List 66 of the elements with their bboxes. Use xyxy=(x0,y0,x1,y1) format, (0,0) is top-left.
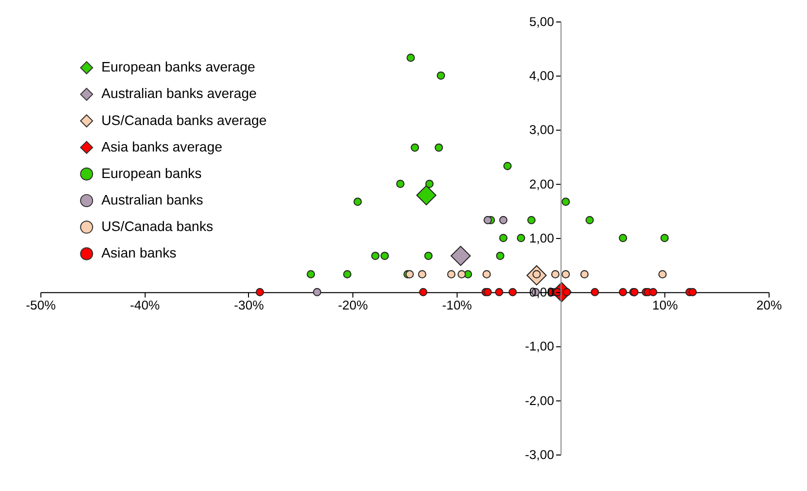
point xyxy=(527,216,536,224)
point xyxy=(354,198,362,206)
x-tick-label: 10% xyxy=(652,297,678,312)
point xyxy=(688,288,697,296)
point xyxy=(484,216,492,224)
point xyxy=(660,234,669,242)
point xyxy=(410,143,420,152)
point xyxy=(424,252,433,260)
legend-label: European banks average xyxy=(101,60,256,75)
point xyxy=(586,216,594,224)
x-tick-label: -30% xyxy=(234,297,264,312)
legend-label: Asian banks xyxy=(101,246,176,261)
y-tick-label: 3,00 xyxy=(529,122,554,138)
point xyxy=(418,270,426,278)
point xyxy=(406,54,415,62)
y-tick-label: -2,00 xyxy=(525,392,554,408)
point xyxy=(516,234,526,242)
point xyxy=(306,270,315,278)
point xyxy=(482,270,491,278)
y-tick-label: 4,00 xyxy=(529,68,554,84)
legend-label: Australian banks xyxy=(101,192,204,208)
legend-label: Australian banks average xyxy=(101,86,258,102)
point xyxy=(406,270,414,278)
y-tick-label: 2,00 xyxy=(529,176,554,192)
point xyxy=(447,270,456,278)
y-tick-label: -1,00 xyxy=(525,338,554,354)
y-tick-label: 5,00 xyxy=(529,14,554,29)
point xyxy=(450,246,471,266)
point xyxy=(648,288,658,296)
point xyxy=(562,270,570,278)
point xyxy=(396,180,404,188)
point xyxy=(590,288,600,296)
point xyxy=(503,162,512,170)
point xyxy=(256,288,264,296)
legend-label: European banks xyxy=(101,166,202,181)
x-tick-label: -50% xyxy=(26,297,56,312)
point xyxy=(312,288,322,296)
point xyxy=(371,252,380,260)
point xyxy=(499,216,508,224)
point xyxy=(496,252,504,260)
point xyxy=(343,270,352,278)
point xyxy=(658,270,667,278)
point xyxy=(562,198,570,206)
point xyxy=(419,288,428,296)
legend-label: US/Canada banks xyxy=(101,219,214,234)
point xyxy=(508,288,517,296)
point xyxy=(425,180,434,188)
point xyxy=(495,288,504,296)
point xyxy=(416,185,436,206)
point xyxy=(580,270,589,278)
point xyxy=(618,288,628,296)
x-tick-label: -20% xyxy=(338,297,368,312)
point xyxy=(499,234,508,242)
point xyxy=(618,234,628,242)
point xyxy=(551,270,560,278)
point xyxy=(434,143,443,152)
y-tick-label: -3,00 xyxy=(525,446,554,462)
x-tick-label: -10% xyxy=(442,297,472,312)
x-tick-label: 20% xyxy=(756,297,782,312)
point xyxy=(458,270,466,278)
legend-label: US/Canada banks average xyxy=(101,112,268,128)
point xyxy=(436,71,446,80)
x-tick-label: -40% xyxy=(130,297,160,312)
legend-label: Asia banks average xyxy=(101,139,223,154)
point xyxy=(380,252,389,260)
y-tick-label: 1,00 xyxy=(529,230,554,246)
